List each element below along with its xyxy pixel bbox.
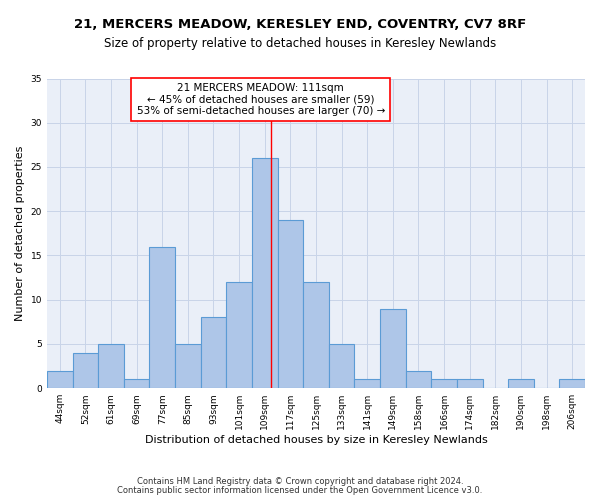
Bar: [329, 344, 355, 388]
Text: Contains HM Land Registry data © Crown copyright and database right 2024.: Contains HM Land Registry data © Crown c…: [137, 477, 463, 486]
Bar: [508, 380, 534, 388]
Bar: [431, 380, 457, 388]
Bar: [226, 282, 252, 388]
Bar: [175, 344, 200, 388]
Bar: [252, 158, 278, 388]
Y-axis label: Number of detached properties: Number of detached properties: [15, 146, 25, 321]
Bar: [406, 370, 431, 388]
Text: Size of property relative to detached houses in Keresley Newlands: Size of property relative to detached ho…: [104, 38, 496, 51]
Text: Contains public sector information licensed under the Open Government Licence v3: Contains public sector information licen…: [118, 486, 482, 495]
Bar: [457, 380, 482, 388]
Bar: [278, 220, 303, 388]
Bar: [303, 282, 329, 388]
Text: 21 MERCERS MEADOW: 111sqm
← 45% of detached houses are smaller (59)
53% of semi-: 21 MERCERS MEADOW: 111sqm ← 45% of detac…: [137, 83, 385, 116]
Bar: [73, 353, 98, 388]
Bar: [559, 380, 585, 388]
Bar: [124, 380, 149, 388]
Bar: [200, 318, 226, 388]
Bar: [47, 370, 73, 388]
Bar: [98, 344, 124, 388]
Bar: [380, 308, 406, 388]
X-axis label: Distribution of detached houses by size in Keresley Newlands: Distribution of detached houses by size …: [145, 435, 487, 445]
Bar: [149, 246, 175, 388]
Bar: [355, 380, 380, 388]
Text: 21, MERCERS MEADOW, KERESLEY END, COVENTRY, CV7 8RF: 21, MERCERS MEADOW, KERESLEY END, COVENT…: [74, 18, 526, 30]
